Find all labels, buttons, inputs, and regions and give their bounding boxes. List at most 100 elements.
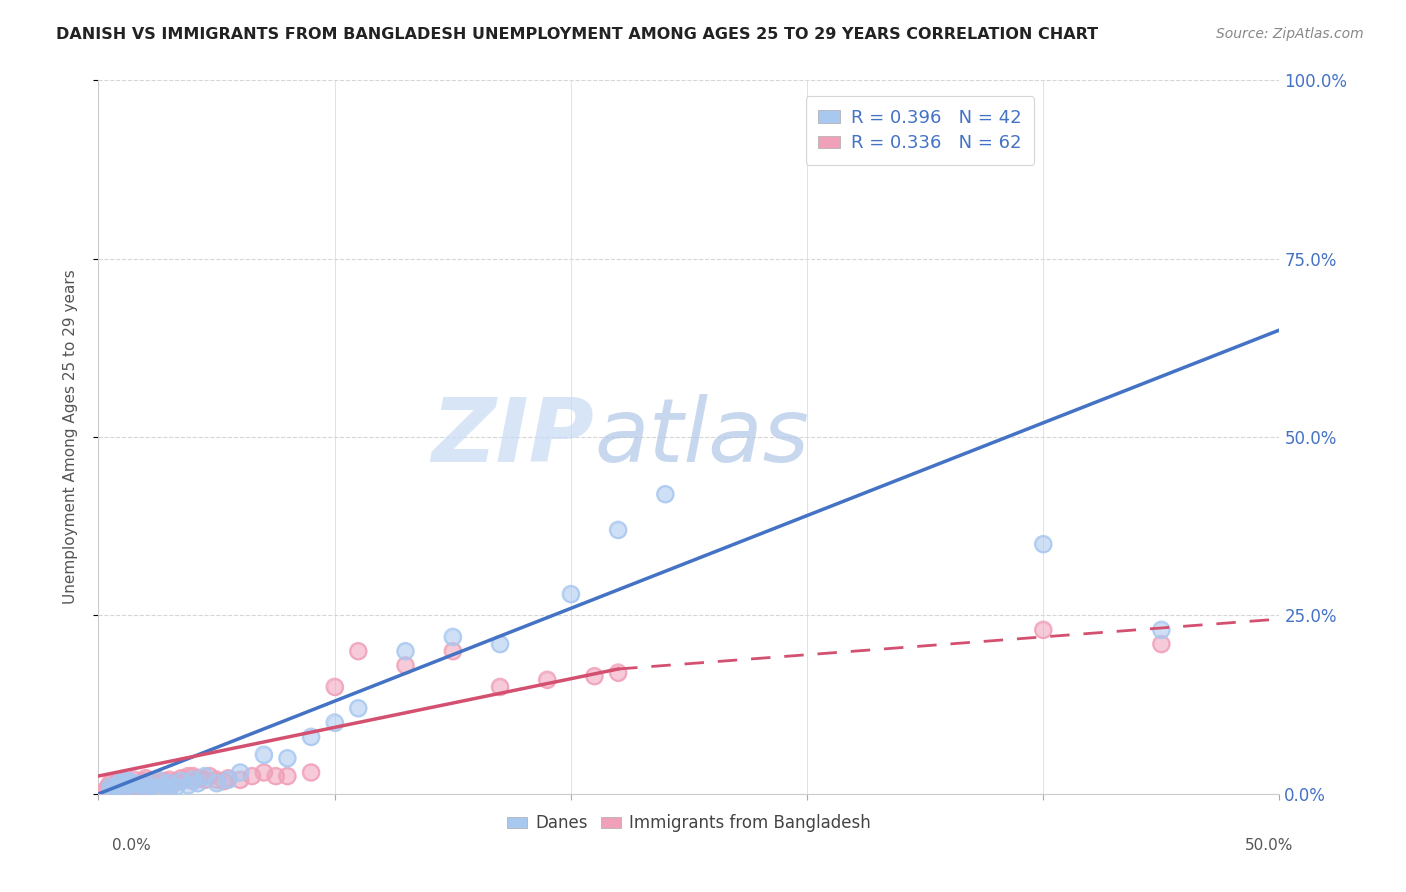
Point	[105, 774, 128, 789]
Point	[394, 658, 416, 673]
Point	[394, 644, 416, 658]
Point	[181, 772, 204, 787]
Point	[111, 783, 134, 797]
Point	[170, 774, 193, 789]
Point	[101, 780, 124, 794]
Point	[129, 776, 152, 790]
Point	[489, 680, 512, 694]
Point	[121, 776, 143, 790]
Point	[264, 769, 287, 783]
Point	[194, 769, 217, 783]
Point	[536, 673, 558, 687]
Point	[135, 780, 157, 794]
Point	[105, 778, 128, 792]
Point	[607, 523, 630, 537]
Point	[253, 747, 276, 762]
Point	[157, 776, 180, 790]
Point	[583, 669, 606, 683]
Point	[115, 774, 138, 789]
Point	[108, 776, 131, 790]
Point	[1150, 623, 1173, 637]
Point	[118, 781, 141, 796]
Point	[217, 771, 239, 785]
Legend: Danes, Immigrants from Bangladesh: Danes, Immigrants from Bangladesh	[501, 808, 877, 839]
Point	[98, 783, 121, 797]
Point	[170, 774, 193, 789]
Point	[1150, 637, 1173, 651]
Point	[139, 780, 162, 794]
Point	[205, 776, 228, 790]
Point	[264, 769, 287, 783]
Point	[122, 772, 145, 787]
Point	[153, 774, 176, 789]
Point	[132, 774, 155, 789]
Point	[188, 771, 211, 785]
Point	[129, 781, 152, 796]
Point	[205, 772, 228, 787]
Point	[560, 587, 582, 601]
Point	[111, 772, 134, 787]
Point	[536, 673, 558, 687]
Point	[111, 783, 134, 797]
Point	[170, 771, 193, 785]
Point	[157, 780, 180, 794]
Point	[105, 778, 128, 792]
Point	[205, 772, 228, 787]
Point	[583, 669, 606, 683]
Point	[194, 772, 217, 787]
Text: atlas: atlas	[595, 394, 810, 480]
Point	[135, 776, 157, 790]
Point	[607, 665, 630, 680]
Point	[121, 776, 143, 790]
Point	[157, 783, 180, 797]
Point	[153, 778, 176, 792]
Point	[98, 776, 121, 790]
Point	[146, 781, 169, 796]
Point	[135, 783, 157, 797]
Point	[115, 780, 138, 794]
Point	[98, 783, 121, 797]
Point	[94, 783, 117, 797]
Point	[240, 769, 263, 783]
Point	[323, 680, 346, 694]
Point	[276, 751, 298, 765]
Point	[229, 772, 252, 787]
Point	[122, 776, 145, 790]
Point	[122, 778, 145, 792]
Text: 0.0%: 0.0%	[112, 838, 152, 854]
Point	[108, 783, 131, 797]
Point	[111, 780, 134, 794]
Point	[198, 769, 221, 783]
Point	[217, 771, 239, 785]
Point	[122, 783, 145, 797]
Point	[394, 658, 416, 673]
Point	[142, 778, 165, 792]
Point	[122, 778, 145, 792]
Point	[205, 776, 228, 790]
Point	[323, 715, 346, 730]
Point	[105, 778, 128, 792]
Point	[165, 780, 187, 794]
Point	[607, 523, 630, 537]
Point	[115, 774, 138, 789]
Point	[150, 778, 173, 792]
Point	[94, 783, 117, 797]
Point	[229, 765, 252, 780]
Point	[165, 774, 187, 789]
Point	[654, 487, 676, 501]
Point	[98, 780, 121, 794]
Point	[101, 780, 124, 794]
Point	[104, 781, 127, 796]
Point	[146, 772, 169, 787]
Point	[118, 774, 141, 789]
Point	[441, 630, 464, 644]
Point	[177, 769, 200, 783]
Point	[135, 783, 157, 797]
Point	[181, 772, 204, 787]
Point	[129, 781, 152, 796]
Point	[146, 772, 169, 787]
Point	[253, 765, 276, 780]
Point	[170, 771, 193, 785]
Point	[104, 781, 127, 796]
Point	[135, 771, 157, 785]
